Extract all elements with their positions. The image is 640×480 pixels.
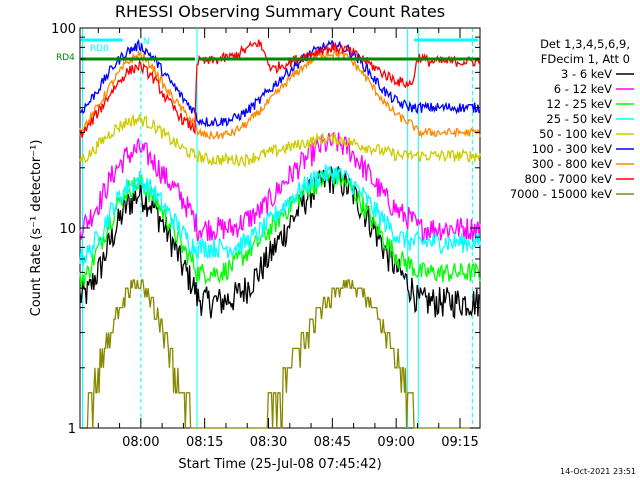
timestamp: 14-Oct-2021 23:51 (560, 467, 636, 476)
series-line-7 (79, 39, 481, 138)
night-marker-label: N (143, 37, 150, 47)
plot-area: RD0 RD4 N 1 10 100 08:00 08:15 08:30 08:45 09:00 0… (51, 22, 481, 450)
y-tick-label-0: 1 (68, 422, 76, 437)
grid-layer (82, 28, 473, 428)
x-tick-label-5: 09:15 (441, 435, 478, 450)
series-line-1 (79, 131, 481, 242)
legend-label-7: 800 - 7000 keV (524, 172, 612, 186)
axis-layer: 1 10 100 08:00 08:15 08:30 08:45 09:00 09:15 (51, 22, 480, 450)
y-axis-title: Count Rate (s⁻¹ detector⁻¹) (29, 140, 44, 317)
series-layer (79, 38, 481, 429)
legend: Det 1,3,4,5,6,9, FDecim 1, Att 0 3 - 6 k… (510, 37, 634, 201)
flag-layer: RD0 RD4 N (56, 37, 480, 63)
legend-label-8: 7000 - 15000 keV (510, 187, 612, 201)
y-tick-label-2: 100 (51, 22, 76, 37)
legend-label-6: 300 - 800 keV (532, 157, 612, 171)
x-tick-label-0: 08:00 (122, 435, 159, 450)
series-line-3 (79, 164, 481, 267)
detector-info-line-2: FDecim 1, Att 0 (541, 52, 630, 66)
x-axis-title: Start Time (25-Jul-08 07:45:42) (178, 457, 381, 472)
legend-label-2: 12 - 25 keV (546, 97, 612, 111)
legend-label-5: 100 - 300 keV (532, 142, 612, 156)
chart-title: RHESSI Observing Summary Count Rates (115, 2, 445, 21)
legend-label-4: 50 - 100 keV (539, 127, 612, 141)
series-line-8 (80, 279, 480, 429)
series-line-4 (79, 113, 481, 168)
legend-label-0: 3 - 6 keV (561, 67, 612, 81)
series-line-0 (79, 166, 481, 320)
rd4-label: RD4 (56, 53, 75, 63)
y-tick-label-1: 10 (59, 222, 76, 237)
x-tick-label-2: 08:30 (250, 435, 287, 450)
x-tick-label-1: 08:15 (186, 435, 223, 450)
rd0-label: RD0 (90, 44, 109, 54)
series-line-5 (79, 38, 481, 128)
series-line-2 (79, 168, 481, 288)
legend-label-1: 6 - 12 keV (554, 82, 612, 96)
x-tick-label-4: 09:00 (377, 435, 414, 450)
x-tick-label-3: 08:45 (314, 435, 351, 450)
detector-info-line-1: Det 1,3,4,5,6,9, (540, 37, 630, 51)
legend-label-3: 25 - 50 keV (546, 112, 612, 126)
